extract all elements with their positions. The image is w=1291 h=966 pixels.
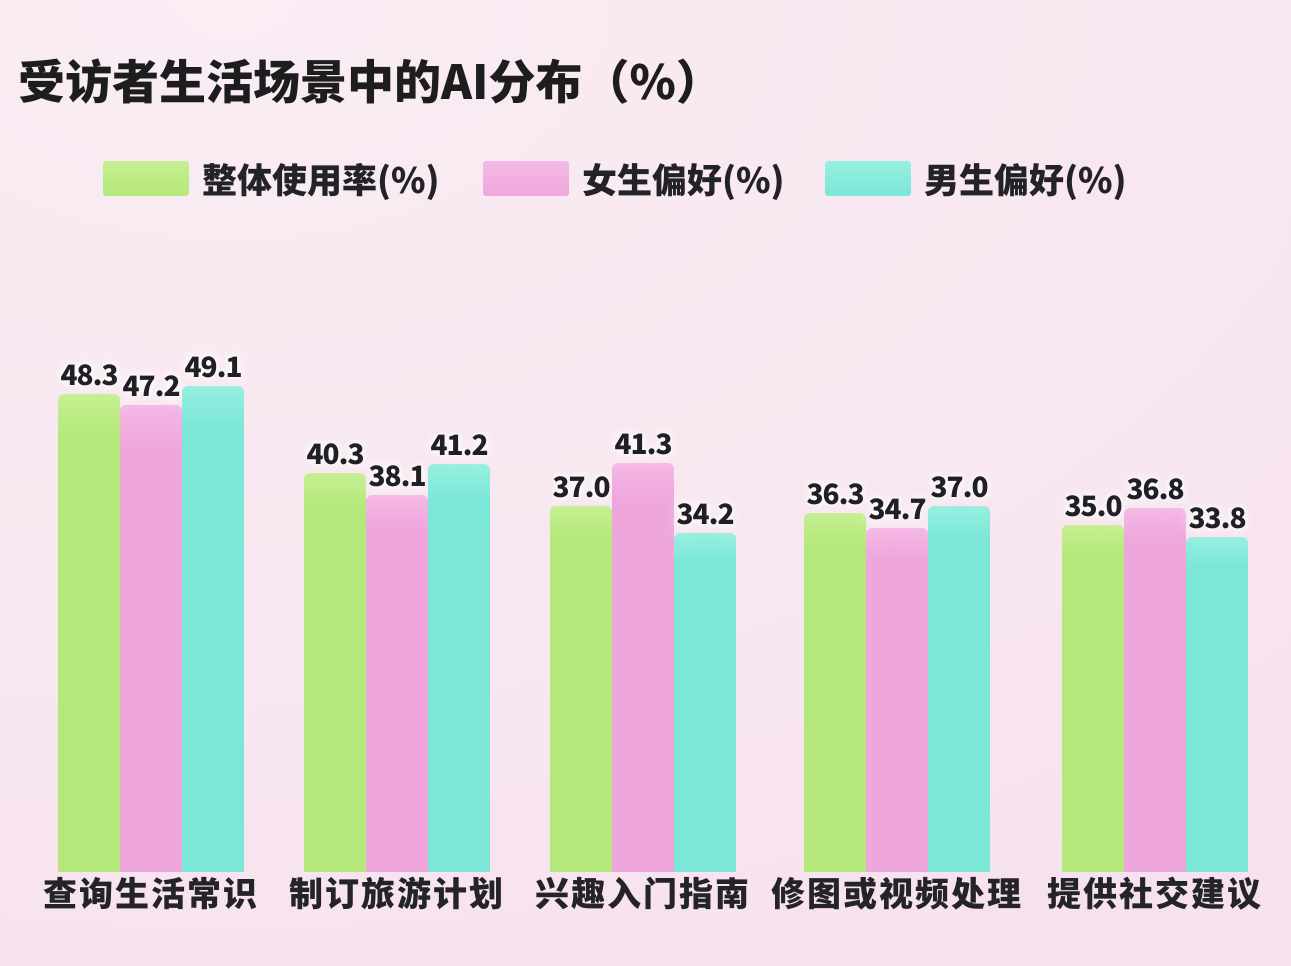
legend-item-0: 整体使用率(%) — [103, 153, 440, 204]
legend-swatch-icon — [483, 160, 569, 196]
legend-swatch-icon — [103, 160, 189, 196]
bar-value-label: 36.3 — [806, 473, 865, 513]
legend-label: 女生偏好(%) — [582, 152, 785, 204]
bar-制订旅游计划-男生偏好(%) — [428, 464, 490, 872]
category-label: 兴趣入门指南 — [535, 867, 751, 916]
bar-value-label: 33.8 — [1188, 497, 1247, 537]
bar-修图或视频处理-男生偏好(%) — [928, 506, 990, 872]
bar-group-4: 35.0 36.8 33.8 — [1062, 0, 1248, 872]
bar-value-label: 34.7 — [868, 488, 927, 528]
legend-item-1: 女生偏好(%) — [483, 153, 785, 204]
bar-提供社交建议-女生偏好(%) — [1124, 508, 1186, 872]
bar-group-0: 48.3 47.2 49.1 — [58, 0, 244, 872]
category-label: 提供社交建议 — [1047, 867, 1263, 916]
bar-value-label: 41.2 — [430, 424, 489, 464]
bar-兴趣入门指南-女生偏好(%) — [612, 463, 674, 872]
bar-value-label: 41.3 — [614, 423, 673, 463]
bar-查询生活常识-女生偏好(%) — [120, 405, 182, 872]
category-label: 查询生活常识 — [43, 867, 259, 916]
bar-value-label: 36.8 — [1126, 468, 1185, 508]
bar-提供社交建议-男生偏好(%) — [1186, 537, 1248, 872]
bar-制订旅游计划-整体使用率(%) — [304, 473, 366, 872]
legend-swatch-icon — [825, 160, 911, 196]
bar-group-2: 37.0 41.3 34.2 — [550, 0, 736, 872]
bar-修图或视频处理-女生偏好(%) — [866, 528, 928, 872]
category-label: 制订旅游计划 — [289, 867, 505, 916]
legend-label: 男生偏好(%) — [924, 152, 1127, 204]
bar-修图或视频处理-整体使用率(%) — [804, 513, 866, 872]
bar-兴趣入门指南-男生偏好(%) — [674, 533, 736, 872]
bar-制订旅游计划-女生偏好(%) — [366, 495, 428, 872]
bar-提供社交建议-整体使用率(%) — [1062, 525, 1124, 872]
bar-value-label: 37.0 — [930, 466, 989, 506]
bar-value-label: 38.1 — [368, 455, 427, 495]
bar-group-3: 36.3 34.7 37.0 — [804, 0, 990, 872]
legend-item-2: 男生偏好(%) — [825, 153, 1127, 204]
bar-value-label: 40.3 — [306, 433, 365, 473]
bar-value-label: 34.2 — [676, 493, 735, 533]
bar-value-label: 47.2 — [122, 365, 181, 405]
chart-legend: 整体使用率(%) 女生偏好(%) 男生偏好(%) — [0, 153, 1291, 204]
bar-value-label: 35.0 — [1064, 485, 1123, 525]
bar-value-label: 48.3 — [60, 354, 119, 394]
chart-title: 受访者生活场景中的AI分布（%） — [18, 44, 723, 113]
bar-value-label: 49.1 — [184, 346, 243, 386]
legend-label: 整体使用率(%) — [202, 152, 440, 204]
bar-group-1: 40.3 38.1 41.2 — [304, 0, 490, 872]
bar-查询生活常识-男生偏好(%) — [182, 386, 244, 872]
category-label: 修图或视频处理 — [771, 867, 1023, 916]
bar-兴趣入门指南-整体使用率(%) — [550, 506, 612, 872]
bar-查询生活常识-整体使用率(%) — [58, 394, 120, 872]
bar-value-label: 37.0 — [552, 466, 611, 506]
